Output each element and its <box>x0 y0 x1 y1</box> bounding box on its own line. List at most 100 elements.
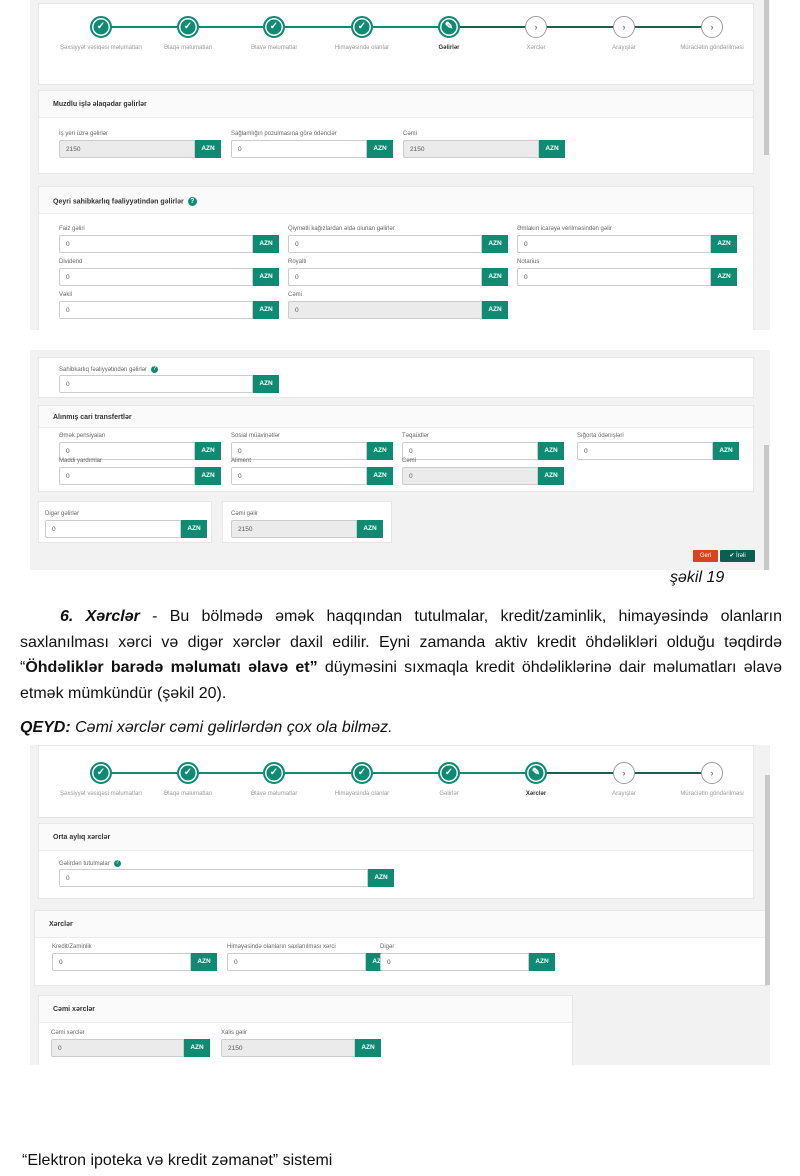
help-icon[interactable]: ? <box>187 197 197 206</box>
form-field: İş yeri üzrə gəlirlər 2150 AZN <box>59 131 221 158</box>
step-1[interactable]: ✓ Şəxsiyyət vəsiqəsi məlumatları <box>56 16 146 52</box>
field-label-text: Faiz gəliri <box>59 226 85 232</box>
field-label-text: Royalti <box>288 259 307 265</box>
stepper-connector <box>285 772 351 774</box>
step-6[interactable]: › Xərclər <box>491 16 581 52</box>
form-field: Qiymətli kağızlardan əldə olunan gəlirlə… <box>288 226 508 253</box>
step-7[interactable]: › Arayışlar <box>579 762 669 798</box>
amount-input[interactable]: 0 <box>517 235 711 253</box>
amount-input: 2150 <box>59 140 195 158</box>
field-label-text: Gəlirdən tutulmalar <box>59 861 110 868</box>
field-label-text: Aliment <box>231 458 252 464</box>
currency-addon: AZN <box>711 268 737 286</box>
field-label: Qiymətli kağızlardan əldə olunan gəlirlə… <box>288 226 508 235</box>
currency-addon: AZN <box>529 953 555 971</box>
form-field: Xalis gəlir 2150 AZN <box>221 1030 381 1057</box>
amount-input[interactable]: 0 <box>59 375 253 393</box>
amount-input[interactable]: 0 <box>231 442 367 460</box>
field-label-text: Notarius <box>517 259 540 265</box>
amount-input[interactable]: 0 <box>52 953 191 971</box>
amount-input[interactable]: 0 <box>288 235 482 253</box>
help-icon[interactable]: ? <box>151 366 159 373</box>
amount-input: 0 <box>51 1039 184 1057</box>
amount-input[interactable]: 0 <box>45 520 181 538</box>
step-4[interactable]: ✓ Himayəsində olanlar <box>317 762 407 798</box>
step-8[interactable]: › Müraciətin göndərilməsi <box>667 16 757 52</box>
amount-input[interactable]: 0 <box>288 268 482 286</box>
field-label-text: Cəmi <box>402 458 417 464</box>
scrollbar[interactable] <box>765 775 770 985</box>
amount-input[interactable]: 0 <box>59 467 195 485</box>
step-label: Əlaqə məlumatları <box>163 45 213 51</box>
section-title: Muzdlu işlə əlaqədar gəlirlər <box>39 91 753 118</box>
field-label: Cəmi <box>288 292 508 301</box>
step-8[interactable]: › Müraciətin göndərilməsi <box>667 762 757 798</box>
amount-input[interactable]: 0 <box>380 953 529 971</box>
currency-addon: AZN <box>181 520 207 538</box>
stepper-connector <box>635 772 701 774</box>
amount-input[interactable]: 0 <box>59 442 195 460</box>
step-label: Əlavə məlumatlar <box>250 791 298 797</box>
section-transfer: Alınmış cari transfertlər Əmək pensiyalar… <box>38 405 754 492</box>
step-3[interactable]: ✓ Əlavə məlumatlar <box>229 16 319 52</box>
step-1[interactable]: ✓ Şəxsiyyət vəsiqəsi məlumatları <box>56 762 146 798</box>
step-5[interactable]: ✓ Gəlirlər <box>404 762 494 798</box>
amount-input-group: 0 AZN <box>288 268 508 286</box>
step-label: Arayışlar <box>612 45 636 51</box>
field-label: Sosial müavinətlər <box>231 433 393 442</box>
step-label: Əlavə məlumatlar <box>250 45 298 51</box>
amount-input[interactable]: 0 <box>577 442 713 460</box>
currency-addon: AZN <box>538 467 564 485</box>
amount-input-group: 0 AZN <box>231 467 393 485</box>
amount-input[interactable]: 0 <box>402 442 538 460</box>
amount-input[interactable]: 0 <box>231 467 367 485</box>
step-6[interactable]: ✎ Xərclər <box>491 762 581 798</box>
stepper-connector <box>199 772 263 774</box>
section-title: Orta aylıq xərclər <box>39 824 753 851</box>
page-footer: “Elektron ipoteka və kredit zəmanət” sis… <box>22 1152 333 1169</box>
step-label: Xərclər <box>526 45 546 51</box>
amount-input-group: 0 AZN <box>231 442 393 460</box>
field-label-text: Cəmi gəlir <box>231 511 259 517</box>
amount-input-group: 0 AZN <box>59 442 221 460</box>
paragraph-text: düyməsini sıxmaqla kredit öhdəliklərinə … <box>20 659 783 702</box>
step-2[interactable]: ✓ Əlaqə məlumatları <box>143 762 233 798</box>
back-button[interactable]: Geri <box>693 550 718 562</box>
amount-input-group: 0 AZN <box>51 1039 210 1057</box>
next-button[interactable]: ✔ İrəli <box>720 550 755 562</box>
stepper-card: ✓ Şəxsiyyət vəsiqəsi məlumatları ✓ Əlaqə mə… <box>38 745 754 818</box>
chevron-right-icon: › <box>701 762 723 784</box>
amount-input[interactable]: 0 <box>231 140 367 158</box>
section-cemi-xerc: Cəmi xərclər Cəmi xərclər 0 AZN Xalis gəlir 2… <box>38 995 573 1065</box>
amount-input[interactable]: 0 <box>59 268 253 286</box>
help-icon[interactable]: ? <box>113 860 121 867</box>
amount-input[interactable]: 0 <box>59 869 368 887</box>
amount-input[interactable]: 0 <box>227 953 366 971</box>
step-4[interactable]: ✓ Himayəsində olanlar <box>317 16 407 52</box>
amount-input-group: 2150 AZN <box>231 520 383 538</box>
amount-input-group: 0 AZN <box>227 953 392 971</box>
form-field: Təqaüdlər 0 AZN <box>402 433 564 460</box>
amount-input-group: 0 AZN <box>517 268 737 286</box>
field-label-text: Sahibkarlıq fəaliyyətindən gəlirlər <box>59 367 148 374</box>
step-5[interactable]: ✎ Gəlirlər <box>404 16 494 52</box>
check-icon: ✓ <box>90 762 112 784</box>
step-3[interactable]: ✓ Əlavə məlumatlar <box>229 762 319 798</box>
step-2[interactable]: ✓ Əlaqə məlumatları <box>143 16 233 52</box>
section-qeyri: Qeyri sahibkarlıq fəaliyyətindən gəlirlə… <box>38 186 754 330</box>
field-label: Vəkil <box>59 292 279 301</box>
amount-input[interactable]: 0 <box>59 301 253 319</box>
field-label-text: Kredit/Zaminlik <box>52 944 92 950</box>
scrollbar[interactable] <box>764 445 769 570</box>
section-muzdlu: Muzdlu işlə əlaqədar gəlirlər İş yeri üzr… <box>38 90 754 174</box>
amount-input-group: 0 AZN <box>288 301 508 319</box>
check-icon: ✓ <box>263 762 285 784</box>
amount-input[interactable]: 0 <box>517 268 711 286</box>
currency-addon: AZN <box>253 268 279 286</box>
step-7[interactable]: › Arayışlar <box>579 16 669 52</box>
step-label: Himayəsində olanlar <box>334 791 390 797</box>
step-label: Şəxsiyyət vəsiqəsi məlumatları <box>59 45 143 51</box>
amount-input[interactable]: 0 <box>59 235 253 253</box>
scrollbar[interactable] <box>764 0 769 155</box>
field-label-text: Cəmi <box>403 131 418 137</box>
